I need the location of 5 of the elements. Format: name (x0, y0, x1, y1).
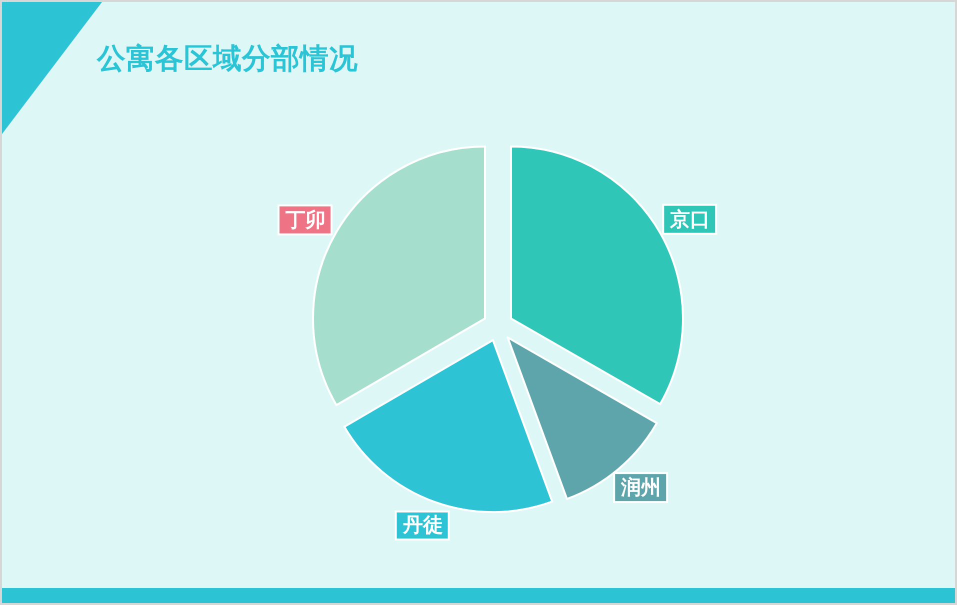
slice-label: 润州 (620, 476, 662, 500)
slice-label: 丹徒 (402, 514, 443, 536)
chart-title: 公寓各区域分部情况 (96, 42, 359, 75)
slice-label: 京口 (669, 208, 710, 231)
slice-label: 丁卯 (284, 208, 326, 232)
